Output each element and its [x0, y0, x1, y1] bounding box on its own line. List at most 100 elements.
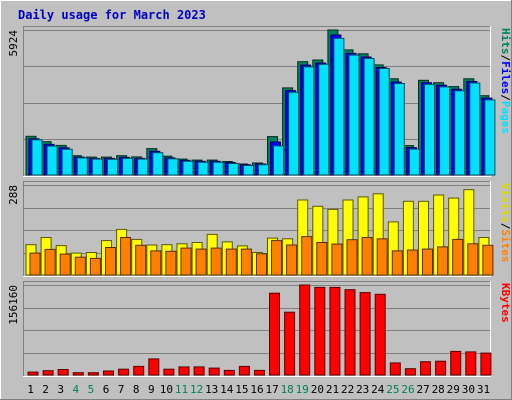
x-tick-label-day-31: 31: [477, 383, 490, 396]
x-tick-label-day-17: 17: [265, 383, 278, 396]
bar-pages-day-10: [167, 158, 179, 176]
bar-kbytes-day-19: [299, 284, 311, 376]
bar-kbytes-day-23: [359, 292, 371, 376]
bar-pages-day-24: [378, 68, 390, 176]
bar-sites-day-7: [120, 237, 132, 276]
bar-pages-day-8: [137, 158, 149, 176]
x-tick-label-day-27: 27: [416, 383, 429, 396]
bar-kbytes-day-31: [480, 352, 492, 376]
legend-separator: /: [499, 55, 512, 62]
bar-sites-day-16: [256, 253, 267, 276]
bar-sites-day-12: [195, 248, 207, 276]
x-tick-label-day-29: 29: [447, 383, 460, 396]
bar-kbytes-day-4: [72, 372, 84, 376]
bar-sites-day-23: [361, 237, 373, 276]
bar-sites-day-17: [271, 240, 282, 276]
x-tick-label-day-24: 24: [371, 383, 385, 396]
x-tick-label-day-4: 4: [72, 383, 79, 396]
bar-sites-day-2: [44, 248, 56, 276]
x-tick-label-day-16: 16: [250, 383, 263, 396]
x-tick-label-day-22: 22: [341, 383, 354, 396]
bar-kbytes-day-28: [435, 360, 447, 376]
bar-kbytes-day-27: [420, 361, 431, 376]
bar-sites-day-30: [467, 243, 479, 276]
bar-pages-day-23: [363, 58, 375, 176]
bar-kbytes-day-5: [87, 372, 99, 376]
bar-sites-day-1: [29, 252, 41, 276]
legend-separator: /: [499, 94, 512, 101]
bar-sites-day-20: [316, 242, 328, 276]
bar-kbytes-day-6: [103, 370, 114, 376]
bar-pages-day-3: [61, 148, 73, 176]
bar-kbytes-day-21: [329, 286, 341, 376]
bar-kbytes-day-18: [284, 311, 296, 376]
bar-pages-day-5: [91, 158, 103, 176]
x-tick-label-day-9: 9: [148, 383, 155, 396]
bar-pages-day-31: [484, 99, 496, 176]
bar-kbytes-day-2: [42, 370, 54, 376]
bar-sites-day-14: [225, 248, 237, 276]
legend-visits-sites: Visits/Sites: [499, 183, 512, 263]
bar-sites-day-10: [165, 250, 177, 276]
legend-entry-visits: Visits: [499, 183, 512, 223]
bar-pages-day-18: [288, 91, 300, 176]
bar-kbytes-day-15: [238, 365, 250, 376]
x-tick-label-day-2: 2: [42, 383, 49, 396]
x-tick-label-day-8: 8: [133, 383, 140, 396]
bar-sites-day-3: [59, 253, 71, 276]
bar-pages-day-17: [273, 145, 284, 176]
bar-kbytes-day-30: [465, 351, 477, 376]
bar-sites-day-25: [391, 250, 403, 276]
bar-kbytes-day-8: [133, 365, 145, 376]
series-pages: [31, 37, 496, 176]
bar-pages-day-26: [408, 148, 420, 176]
x-tick-label-day-3: 3: [57, 383, 64, 396]
x-tick-label-day-1: 1: [27, 383, 34, 396]
bar-kbytes-day-25: [389, 362, 401, 376]
legend-entry-files: Files: [499, 61, 512, 94]
legend-separator: /: [499, 223, 512, 230]
panel-kbytes: 156160 KBytes: [7, 281, 512, 377]
bar-pages-day-1: [31, 139, 43, 176]
x-tick-label-day-20: 20: [311, 383, 324, 396]
x-tick-label-day-13: 13: [205, 383, 218, 396]
legend-entry-kbytes: KBytes: [499, 283, 512, 323]
bar-sites-day-8: [135, 244, 147, 276]
bar-sites-day-13: [210, 247, 222, 276]
bar-sites-day-19: [301, 236, 313, 276]
x-tick-label-day-7: 7: [118, 383, 125, 396]
bar-kbytes-day-16: [254, 369, 265, 376]
panel-hits-files-pages: 5924 Hits/Files/Pages: [7, 26, 512, 177]
legend-entry-pages: Pages: [499, 101, 512, 134]
bar-pages-day-11: [182, 160, 194, 176]
bar-pages-day-28: [439, 86, 451, 176]
legend-entry-sites: Sites: [499, 229, 512, 262]
bar-pages-day-22: [348, 54, 360, 176]
legend-hits-files-pages: Hits/Files/Pages: [499, 28, 512, 134]
bar-sites-day-28: [437, 246, 449, 276]
x-tick-label-day-14: 14: [220, 383, 234, 396]
x-tick-label-day-25: 25: [386, 383, 399, 396]
bar-sites-day-5: [89, 257, 101, 276]
series-sites: [29, 236, 494, 276]
bar-sites-day-11: [180, 247, 192, 276]
y-max-label: 288: [7, 185, 20, 205]
x-tick-label-day-12: 12: [190, 383, 203, 396]
bar-pages-day-7: [122, 157, 134, 176]
legend-entry-hits: Hits: [499, 28, 512, 55]
bar-pages-day-15: [242, 165, 254, 176]
bar-kbytes-day-20: [314, 286, 326, 376]
bar-pages-day-13: [212, 161, 224, 176]
bar-sites-day-6: [105, 247, 116, 276]
bar-pages-day-20: [318, 63, 330, 176]
bar-pages-day-27: [424, 83, 435, 176]
x-tick-label-day-26: 26: [401, 383, 414, 396]
panel-visits-sites: 288 Visits/Sites: [7, 181, 512, 277]
x-tick-label-day-11: 11: [175, 383, 188, 396]
bar-pages-day-16: [258, 164, 269, 176]
x-tick-label-day-30: 30: [462, 383, 475, 396]
y-max-label: 5924: [7, 30, 20, 57]
bar-sites-day-4: [74, 256, 86, 276]
bar-kbytes-day-12: [193, 366, 205, 376]
